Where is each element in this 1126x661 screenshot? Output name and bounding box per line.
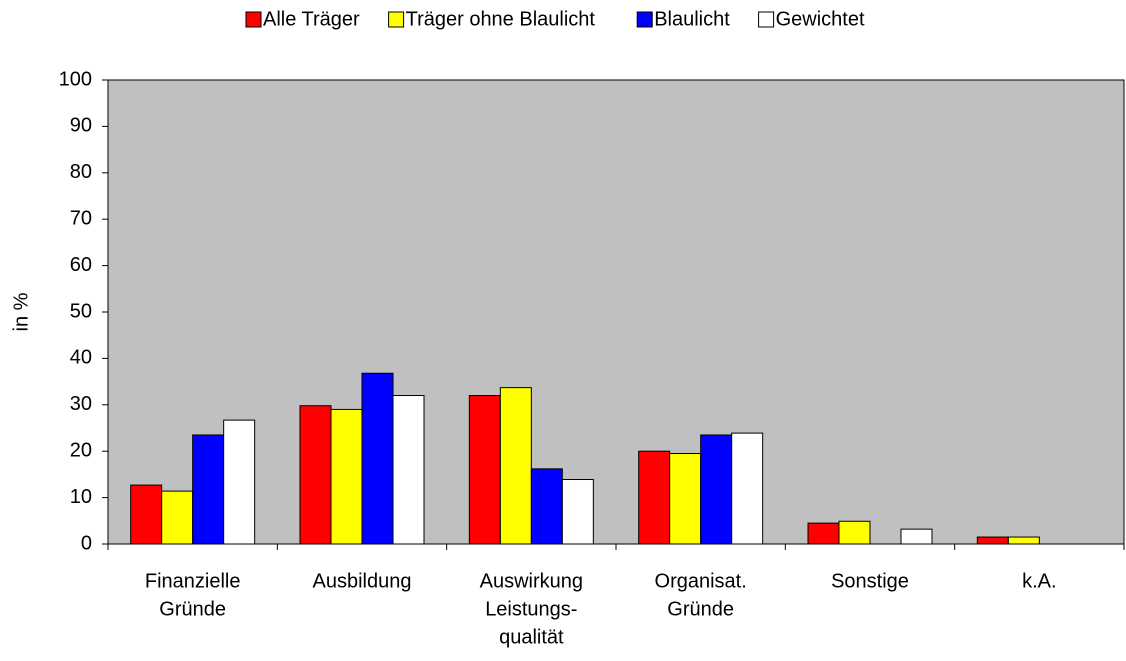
y-tick-label: 40 — [70, 347, 92, 369]
plot-area — [107, 79, 1125, 545]
legend-swatch — [388, 11, 405, 28]
bar — [807, 522, 840, 545]
x-tick-label: Sonstige — [831, 570, 909, 592]
bar — [900, 528, 933, 545]
x-tick-label: Ausbildung — [313, 570, 412, 592]
y-tick-label: 50 — [70, 300, 92, 322]
x-tick-label: Finanzielle — [145, 570, 241, 592]
bar — [299, 405, 332, 545]
legend-label: Träger ohne Blaulicht — [406, 8, 596, 30]
y-tick-label: 10 — [70, 486, 92, 508]
bar — [669, 453, 702, 545]
bar — [731, 432, 764, 545]
bar — [561, 479, 594, 545]
y-tick-label: 0 — [81, 532, 92, 554]
x-tick-label: Auswirkung — [480, 570, 583, 592]
bar — [530, 468, 563, 545]
x-tick-label: qualität — [499, 626, 564, 648]
bar — [130, 484, 163, 545]
legend-label: Gewichtet — [776, 8, 865, 30]
bar — [1007, 536, 1040, 545]
bar — [223, 419, 256, 545]
bar — [330, 408, 363, 545]
bar — [976, 536, 1009, 545]
legend-swatch — [758, 11, 775, 28]
legend-label: Alle Träger — [263, 8, 360, 30]
y-tick-label: 60 — [70, 254, 92, 276]
x-tick-label: k.A. — [1022, 570, 1056, 592]
x-tick-label: Gründe — [667, 598, 734, 620]
legend-swatch — [245, 11, 262, 28]
x-tick-label: Leistungs- — [485, 598, 577, 620]
bar — [392, 395, 425, 545]
legend-label: Blaulicht — [654, 8, 730, 30]
bar — [838, 520, 871, 545]
x-tick-label: Gründe — [159, 598, 226, 620]
bar — [499, 387, 532, 545]
bar — [700, 434, 733, 545]
legend-swatch — [636, 11, 653, 28]
y-tick-label: 80 — [70, 161, 92, 183]
bar — [192, 434, 225, 545]
y-tick-label: 30 — [70, 393, 92, 415]
x-tick-label: Organisat. — [655, 570, 747, 592]
bar — [161, 490, 194, 545]
y-tick-label: 70 — [70, 207, 92, 229]
y-tick-label: 100 — [59, 68, 92, 90]
bar — [638, 450, 671, 545]
y-tick-label: 20 — [70, 439, 92, 461]
bar — [361, 372, 394, 545]
bar — [468, 395, 501, 545]
y-axis-label: in % — [10, 292, 32, 331]
y-tick-label: 90 — [70, 115, 92, 137]
